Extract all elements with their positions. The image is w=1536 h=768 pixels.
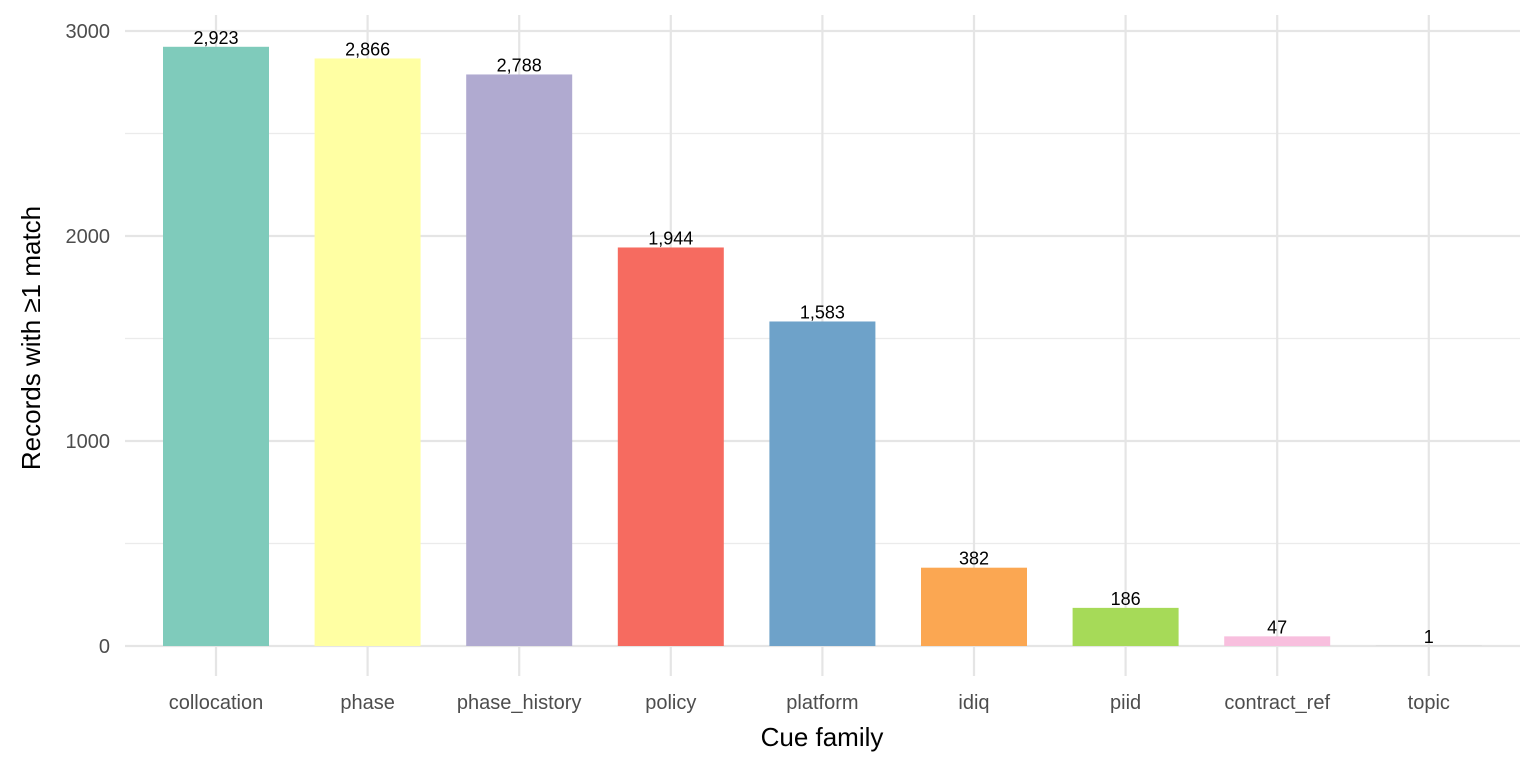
y-axis-ticks: 0 1000 2000 3000 xyxy=(66,21,111,658)
bar-phase xyxy=(314,58,421,647)
x-tick-label: contract_ref xyxy=(1224,692,1330,714)
data-label-piid: 186 xyxy=(1111,589,1141,609)
bar-collocation xyxy=(163,46,269,647)
x-tick-label: platform xyxy=(786,692,858,714)
bar-policy xyxy=(617,247,724,647)
data-label-contract_ref: 47 xyxy=(1267,617,1287,637)
x-tick-label: phase xyxy=(340,692,395,714)
bar-platform xyxy=(769,321,876,646)
bar-idiq xyxy=(921,567,1027,646)
y-tick-label: 0 xyxy=(99,636,110,658)
bar-topic xyxy=(1375,645,1482,646)
data-label-policy: 1,944 xyxy=(648,228,693,248)
x-tick-label: collocation xyxy=(169,692,264,714)
y-tick-label: 2000 xyxy=(66,226,111,248)
bar-piid xyxy=(1072,607,1179,646)
bar-phase_history xyxy=(466,74,573,646)
y-tick-label: 3000 xyxy=(66,21,111,43)
x-axis-ticks: collocation phase phase_history policy platf… xyxy=(169,692,1450,714)
x-tick-label: policy xyxy=(645,692,696,714)
x-tick-label: phase_history xyxy=(457,692,582,714)
data-label-phase_history: 2,788 xyxy=(497,55,542,75)
x-axis-title: Cue family xyxy=(761,722,884,752)
data-label-phase: 2,866 xyxy=(345,39,390,59)
x-tick-label: piid xyxy=(1110,692,1141,714)
y-tick-label: 1000 xyxy=(66,431,111,453)
bar-contract_ref xyxy=(1224,636,1331,646)
data-label-idiq: 382 xyxy=(959,549,989,569)
x-tick-label: topic xyxy=(1408,692,1450,714)
bars xyxy=(163,46,1482,647)
data-label-topic: 1 xyxy=(1424,627,1434,647)
x-tick-label: idiq xyxy=(958,692,989,714)
y-axis-title: Records with ≥1 match xyxy=(16,206,46,470)
data-labels: 2,923 2,866 2,788 1,944 1,583 382 186 47 1 xyxy=(193,28,1433,647)
data-label-platform: 1,583 xyxy=(800,302,845,322)
data-label-collocation: 2,923 xyxy=(193,28,238,48)
